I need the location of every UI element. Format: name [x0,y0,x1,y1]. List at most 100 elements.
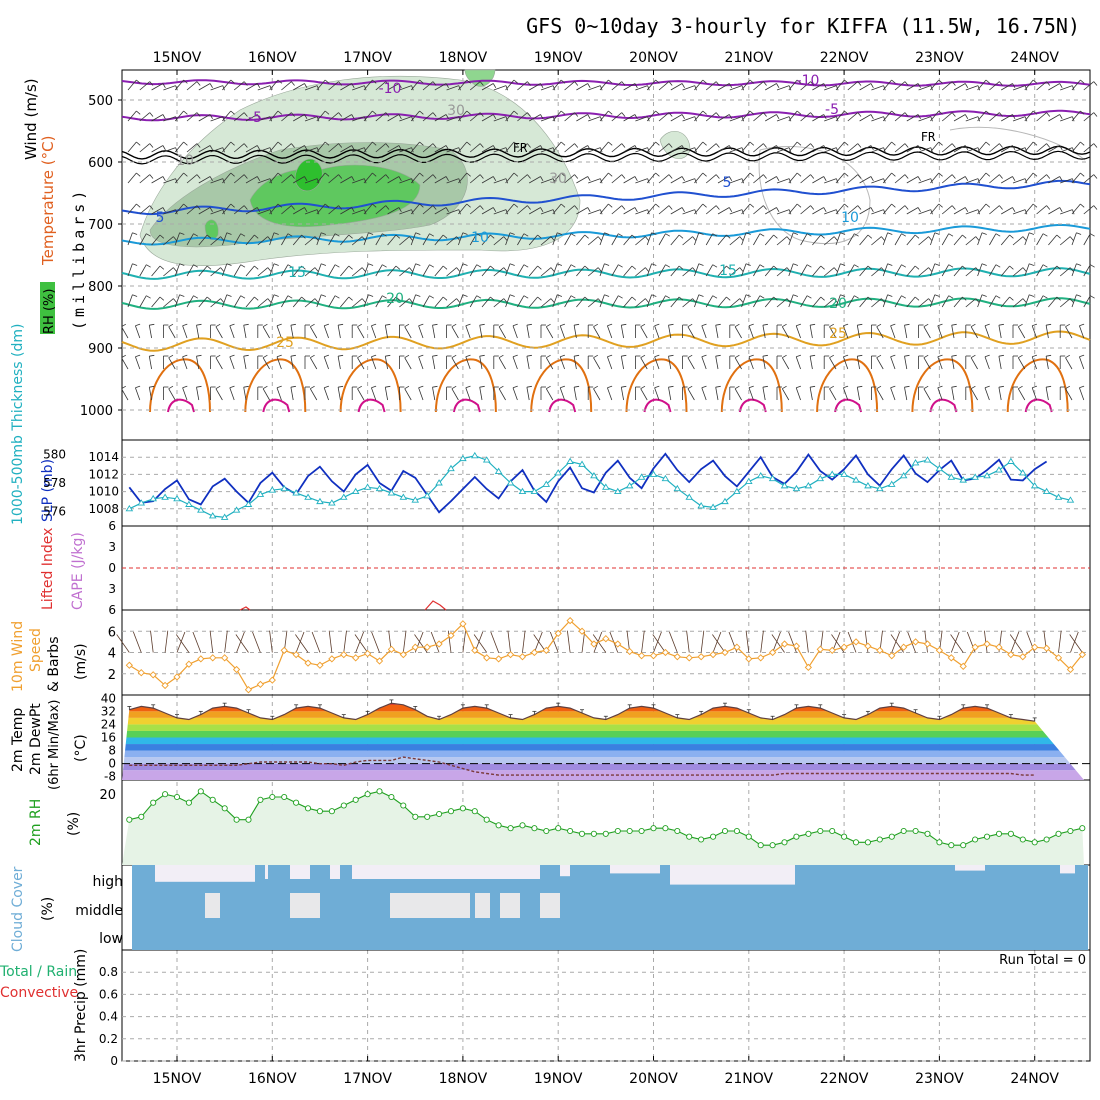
wind-barb-flag [640,354,646,359]
wind-barb [257,116,271,122]
wind-barb [658,81,670,91]
wind-barb [135,387,141,401]
wind-barb [765,176,777,184]
wind-barb-flag [560,79,566,84]
wind-barb-flag [465,385,471,389]
wind-barb-flag [418,354,424,358]
wind-barb-flag [540,207,544,213]
wind-barb [151,234,161,246]
wind-barb-flag [230,141,235,146]
wind-barb [812,145,824,153]
wind-barb-flag [1076,263,1082,266]
wind-barb-flag [937,385,943,389]
wind-barb-flag [560,385,566,389]
wind-barb-flag [513,141,519,146]
precip-convective-label: Convective [0,985,78,1001]
wind-barb-flag [1022,236,1027,241]
wind-barb [458,141,468,153]
wind-barb [281,81,292,91]
wind-barb [843,387,849,401]
cloud-fill [132,865,1088,950]
wind-barb [222,110,232,122]
cape-tick-label: 6 [108,603,116,617]
wind-barb [682,178,695,184]
wind-barb-flag [220,298,225,303]
wind-barb-10m [311,631,321,653]
wind-barb [847,264,855,277]
wind-barb [528,265,538,277]
wind-barb-10m [924,630,928,653]
wind-barb [434,114,447,122]
wind-barb [788,263,794,277]
wind-barb-flag [334,233,340,237]
wind-barb [800,81,811,91]
wind-barb [139,233,147,246]
contour-30 [244,358,307,413]
wind-barb-flag [773,234,778,239]
wind-barb [404,326,412,339]
wind-barb [576,265,586,277]
wind-barb-flag [338,323,344,326]
wind-barb-flag [678,234,684,239]
wind-barb-10m [209,630,214,653]
wind-barb [859,265,869,277]
wind-barb-flag [1079,385,1085,389]
wind-barb-flag [1069,236,1074,241]
wind-barb-flag [962,265,967,270]
thickness-point [280,484,289,492]
wind-barb-flag [462,294,468,297]
wind-barb [588,147,601,153]
wind-barb-flag [415,294,421,297]
wind-barb [1060,85,1073,91]
wind-barb-flag [668,81,673,86]
wind-barb-flag [702,141,707,146]
wind-barb-flag [492,145,497,151]
wind-barb-flag [1018,385,1023,390]
wind-barb [753,233,761,246]
wind-barb [481,83,494,91]
wind-barb [670,234,680,246]
wind-barb-flag [796,141,802,146]
wind-barb [576,296,586,308]
wind-barb-flag [668,205,673,210]
wind-barb-flag [587,145,591,151]
wind-barb-flag [901,264,907,268]
wind-barb-flag [964,114,969,120]
rh-point [209,796,216,803]
wind-barb-flag [820,265,825,270]
wind-barb-flag [1090,264,1095,268]
contour-label: 15 [288,265,306,281]
wind-barb-flag [409,298,413,303]
wind-barb [776,267,788,277]
wind-barb [290,387,294,401]
wind-barb-flag [240,233,246,237]
wind-barb-flag [786,267,791,272]
wind-barb [121,388,129,401]
wind-barb-flag [1069,267,1074,272]
wind-barb [635,209,648,215]
wind-barb [717,145,730,153]
wind-barb [965,209,979,215]
wind-barb-flag [230,79,235,84]
thickness-point [923,456,932,463]
wind-barb-flag [1093,81,1098,86]
wind-barb [304,298,316,308]
wind-barb-flag [654,323,660,327]
wind-barb-flag [833,267,838,272]
wind-barb [182,325,188,339]
wind-barb-flag [135,323,141,327]
wind-barb-flag [368,263,374,266]
wind-barb-flag [492,114,497,120]
wind-barb [824,147,837,153]
wind-barb-flag [984,354,990,358]
wind-barb [493,298,505,308]
thickness-point [244,500,253,507]
wind-barb-flag [321,263,327,266]
wind-barb [729,85,743,91]
wind-barb-flag [1032,172,1038,177]
contour-20 [121,297,1091,310]
wind-speed-point [495,655,503,663]
rh-point [412,813,419,820]
rh-point [900,827,907,835]
wind-barb [687,388,695,401]
